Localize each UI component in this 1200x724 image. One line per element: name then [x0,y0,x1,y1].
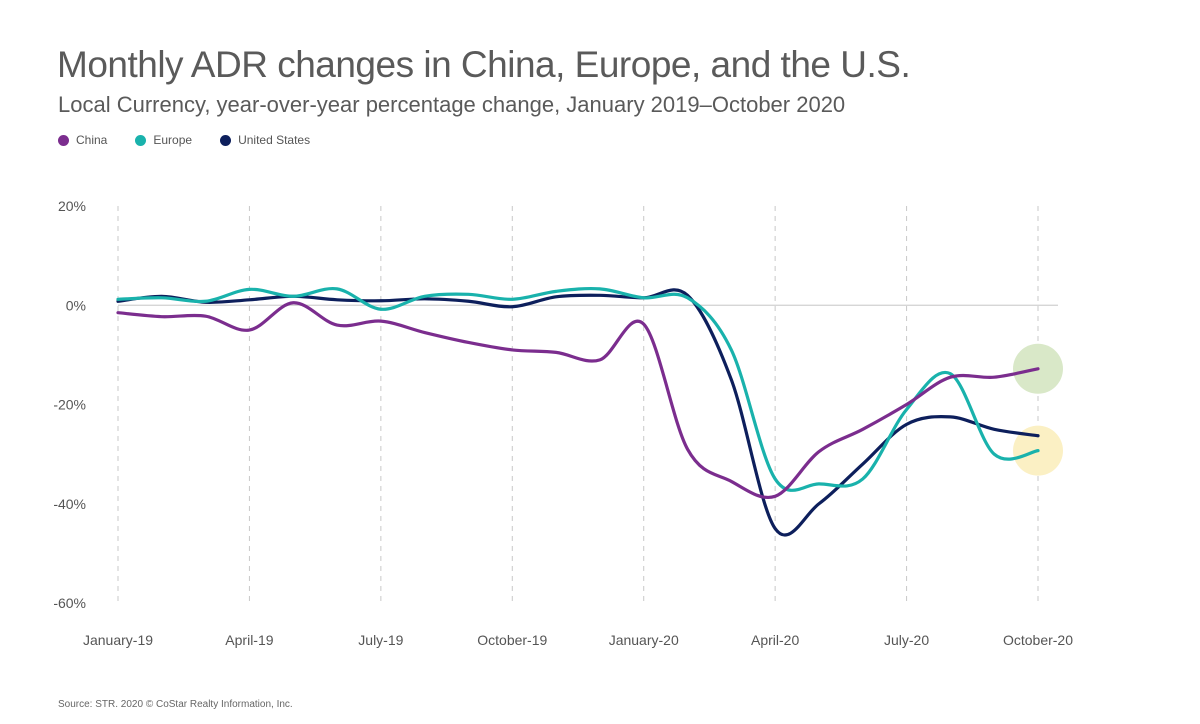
legend-label-europe: Europe [153,133,193,147]
legend-label-china: China [76,133,108,147]
legend-label-united-states: United States [238,133,311,147]
x-tick-label: April-20 [751,632,799,648]
series-line-europe [116,286,1040,492]
y-tick-label: 0% [66,297,86,313]
legend-item-europe: Europe [135,133,192,147]
chart-title: Monthly ADR changes in China, Europe, an… [57,44,911,85]
legend: China Europe United States [58,133,310,147]
legend-item-china: China [58,133,107,147]
x-tick-label: October-20 [1003,632,1073,648]
series-line-china [116,301,1040,500]
legend-item-united-states: United States [220,133,310,147]
x-tick-label: April-19 [225,632,273,648]
x-tick-label: October-19 [477,632,547,648]
y-tick-label: -40% [53,496,86,512]
source-note: Source: STR. 2020 © CoStar Realty Inform… [58,699,293,710]
legend-dot-united-states [220,134,232,146]
x-tick-label: July-19 [358,632,403,648]
x-tick-label: January-20 [609,632,679,648]
series-line-united-states [116,288,1040,537]
y-tick-label: -20% [53,397,86,413]
legend-dot-europe [135,134,147,146]
x-tick-label: January-19 [83,632,153,648]
legend-dot-china [58,134,69,146]
chart-subtitle: Local Currency, year-over-year percentag… [58,92,846,117]
x-tick-label: July-20 [884,632,929,648]
y-tick-label: 20% [58,198,86,214]
y-tick-label: -60% [53,595,86,611]
